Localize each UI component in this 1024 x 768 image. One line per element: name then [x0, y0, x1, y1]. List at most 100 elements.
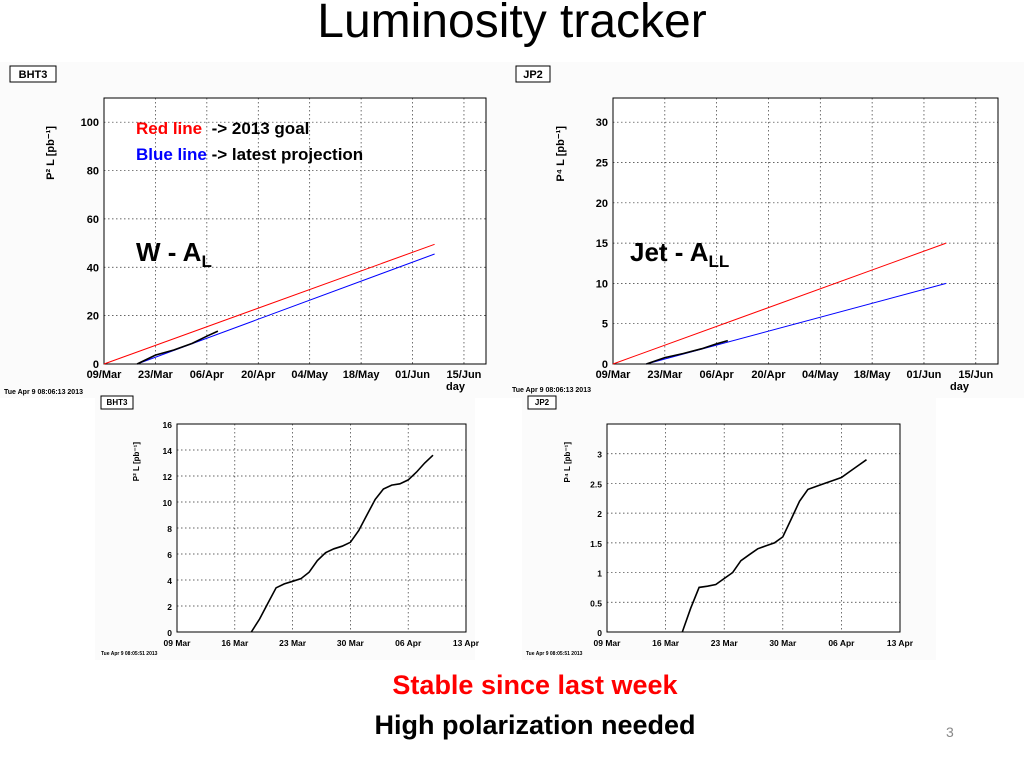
x-tick-label: 16 Mar [221, 638, 249, 648]
status-note: Stable since last week [392, 670, 678, 700]
x-tick-label: 01/Jun [907, 369, 942, 381]
x-tick-label: 13 Apr [887, 638, 914, 648]
x-tick-label: 01/Jun [395, 369, 430, 381]
series-line-black [646, 339, 729, 365]
plot-area [613, 98, 998, 364]
x-tick-label: 18/May [343, 369, 381, 381]
chart-bht3-projection: 0 20 40 60 80 100 09/Mar 23/Mar 06/Apr 20/Apr 04/M… [4, 65, 487, 396]
y-tick-label: 15 [596, 238, 608, 250]
blue-line-label: Blue line [136, 145, 207, 164]
plot-area [104, 98, 486, 364]
y-tick-label: 8 [167, 524, 172, 534]
plot-frame [176, 423, 467, 633]
trigger-label: JP2 [535, 398, 550, 407]
legend-annotation: Red line -> 2013 goal Blue line -> lates… [136, 116, 363, 168]
y-tick-label: 6 [167, 550, 172, 560]
x-tick-label: 30 Mar [337, 638, 365, 648]
y-tick-label: 25 [596, 157, 608, 169]
x-tick-label: 06/Apr [190, 369, 225, 381]
plot-timestamp: Tue Apr 9 08:05:51 2013 [101, 651, 158, 657]
y-tick-label: 0.5 [590, 598, 602, 608]
x-tick-label: 20/Apr [751, 369, 786, 381]
asymmetry-label: Jet - ALL [630, 237, 729, 272]
y-tick-label: 10 [163, 498, 173, 508]
x-tick-label: 09/Mar [596, 369, 632, 381]
trigger-label: BHT3 [19, 69, 48, 81]
x-tick-label: 20/Apr [241, 369, 276, 381]
y-tick-label: 20 [596, 198, 608, 210]
trigger-label: JP2 [523, 69, 543, 81]
trigger-label-box [100, 395, 134, 410]
x-axis-label: day [950, 381, 970, 393]
y-tick-label: 2.5 [590, 479, 602, 489]
x-tick-label: 09 Mar [164, 638, 192, 648]
asymmetry-label-sub: LL [708, 252, 730, 272]
x-tick-label: 13 Apr [453, 638, 480, 648]
asymmetry-label-sub: L [201, 252, 212, 272]
x-tick-label: 15/Jun [958, 369, 993, 381]
blue-line-meaning: -> latest projection [206, 145, 364, 164]
y-tick-label: 20 [87, 311, 99, 323]
y-tick-label: 10 [596, 278, 608, 290]
x-tick-label: 06/Apr [700, 369, 735, 381]
chart-panel-bht3-projection: 0 20 40 60 80 100 09/Mar 23/Mar 06/Apr 20/Apr 04/M… [0, 62, 510, 398]
x-tick-label: 23/Mar [647, 369, 683, 381]
y-tick-label: 0 [597, 628, 602, 638]
trigger-label-box [527, 395, 557, 410]
x-tick-label: 09 Mar [594, 638, 622, 648]
y-tick-label: 30 [596, 117, 608, 129]
trigger-label: BHT3 [107, 398, 128, 407]
requirement-note: High polarization needed [374, 710, 696, 740]
y-tick-label: 14 [163, 446, 173, 456]
page-number: 3 [946, 724, 954, 740]
chart-jp2-recent: 0 0.5 1 1.5 2 2.5 3 09 Mar 16 Mar 23 Mar 30 Mar 06 … [526, 395, 914, 657]
x-tick-label: 23 Mar [711, 638, 739, 648]
x-tick-label: 04/May [802, 369, 840, 381]
y-tick-label: 0 [167, 628, 172, 638]
red-line-label: Red line [136, 119, 203, 138]
x-tick-label: 04/May [291, 369, 329, 381]
asymmetry-label-main: W - A [136, 237, 202, 267]
plot-timestamp: Tue Apr 9 08:06:13 2013 [512, 387, 591, 394]
x-tick-label: 06 Apr [828, 638, 855, 648]
y-tick-label: 1 [597, 569, 602, 579]
series-line-red [612, 242, 947, 365]
plot-area [607, 424, 900, 632]
y-tick-label: 4 [167, 576, 172, 586]
plot-frame [103, 97, 487, 365]
y-tick-label: 5 [602, 319, 608, 331]
y-axis-label: P² L [pb⁻¹] [45, 126, 57, 180]
series-line-red [103, 243, 435, 365]
y-tick-label: 60 [87, 214, 99, 226]
y-tick-label: 0 [93, 359, 99, 371]
y-tick-label: 12 [163, 472, 173, 482]
y-axis-label: P⁴ L [pb⁻¹] [563, 442, 572, 483]
y-tick-label: 1.5 [590, 539, 602, 549]
chart-panel-jp2-recent: 0 0.5 1 1.5 2 2.5 3 09 Mar 16 Mar 23 Mar 30 Mar 06 … [522, 395, 936, 660]
x-tick-label: 23 Mar [279, 638, 307, 648]
plot-frame [606, 423, 901, 633]
y-axis-label: P⁴ L [pb⁻¹] [555, 126, 567, 182]
series-line-black [681, 459, 867, 633]
chart-bht3-recent: 0 2 4 6 8 10 12 14 16 09 Mar 16 Mar 23 Mar 30 Mar 06 … [100, 395, 480, 657]
x-tick-label: 16 Mar [652, 638, 680, 648]
y-tick-label: 2 [597, 509, 602, 519]
plot-timestamp: Tue Apr 9 08:05:51 2013 [526, 651, 583, 657]
asymmetry-label-main: Jet - A [630, 237, 709, 267]
y-tick-label: 0 [602, 359, 608, 371]
y-tick-label: 3 [597, 450, 602, 460]
trigger-label-box [515, 65, 551, 83]
series-line-black [250, 454, 434, 633]
x-tick-label: 23/Mar [138, 369, 174, 381]
x-tick-label: 06 Apr [395, 638, 422, 648]
y-axis-label: P² L [pb⁻¹] [132, 442, 141, 482]
chart-panel-bht3-recent: 0 2 4 6 8 10 12 14 16 09 Mar 16 Mar 23 Mar 30 Mar 06 … [95, 395, 480, 660]
y-tick-label: 80 [87, 166, 99, 178]
x-tick-label: 09/Mar [87, 369, 123, 381]
chart-panel-jp2-projection: 0 5 10 15 20 25 30 09/Mar 23/Mar 06/Apr 20/Apr 04/M… [510, 62, 1024, 398]
x-tick-label: 18/May [854, 369, 892, 381]
trigger-label-box [9, 65, 57, 83]
x-axis-label: day [446, 381, 466, 393]
asymmetry-label: W - AL [136, 237, 212, 272]
x-tick-label: 30 Mar [769, 638, 797, 648]
